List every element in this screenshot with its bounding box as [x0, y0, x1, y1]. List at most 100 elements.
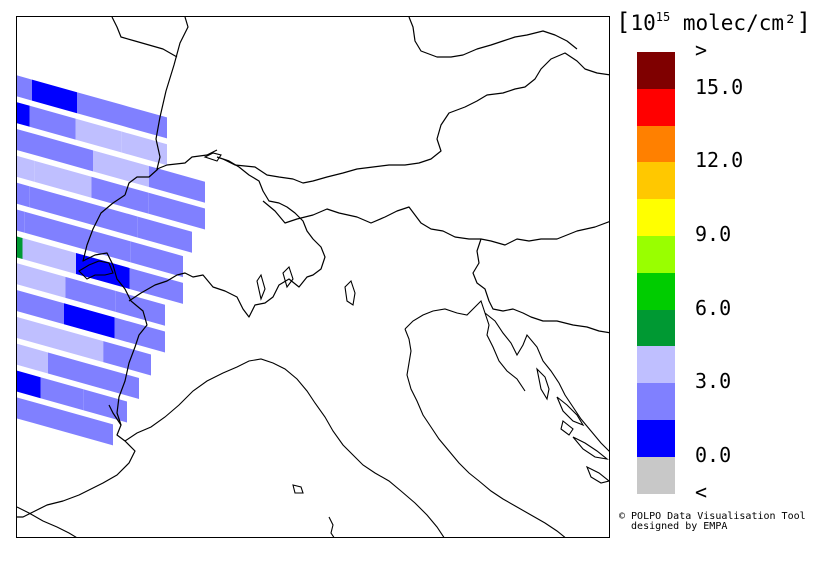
legend-swatch — [637, 309, 675, 347]
legend-tick-label: > — [695, 38, 708, 62]
swath-pixel — [64, 303, 115, 339]
legend-unit-rest: molec/cm² — [682, 11, 797, 35]
swath-pixel — [24, 211, 78, 248]
map-svg — [17, 17, 609, 537]
swath-pixel — [121, 131, 167, 166]
swath-pixel — [65, 276, 116, 312]
legend-swatch — [637, 199, 675, 236]
swath-pixel — [29, 105, 76, 140]
swath-pixel — [17, 290, 64, 325]
legend-swatch — [637, 235, 675, 273]
border-germany-austria — [222, 52, 609, 184]
legend-color-bar — [637, 52, 675, 494]
islands-dalmatia-1 — [536, 367, 550, 401]
coast-istria — [484, 312, 609, 452]
coastlines — [17, 152, 609, 537]
coast-venice — [404, 299, 526, 392]
border-france-swiss — [17, 194, 148, 518]
swath-pixel — [130, 241, 183, 278]
legend-unit-base: 10 — [630, 11, 656, 35]
swath-pixel — [29, 186, 84, 223]
legend-bracket-close: ] — [796, 8, 812, 36]
credit-text: © POLPO Data Visualisation Tool designed… — [619, 512, 806, 532]
swath-pixel — [149, 166, 205, 203]
border-austria-italy — [262, 200, 609, 246]
lake-garda — [344, 279, 356, 306]
legend-tick-label: 15.0 — [695, 74, 744, 99]
legend-tick-label: 6.0 — [695, 295, 732, 320]
lake-como — [282, 265, 294, 289]
swath-pixel — [55, 327, 104, 363]
swath-pixel — [83, 201, 138, 238]
credit-line-1: © POLPO Data Visualisation Tool — [619, 511, 806, 522]
lake-constance — [203, 152, 222, 162]
swath-pixel — [40, 377, 84, 411]
lake-maggiore — [256, 273, 266, 301]
swath-pixel — [72, 413, 113, 446]
border-swiss-south — [128, 156, 326, 318]
legend-tick-label: < — [695, 479, 708, 504]
coast-france-south — [17, 506, 77, 537]
legend-swatch — [637, 88, 675, 126]
legend-tick-label: 0.0 — [695, 442, 732, 467]
legend-swatch — [637, 52, 675, 89]
swath-pixel — [75, 118, 122, 153]
swath-pixel — [17, 155, 35, 182]
swath-pixel — [17, 397, 32, 423]
swath-pixel — [129, 267, 183, 304]
swath-pixel — [17, 182, 30, 208]
border-slovenia — [472, 238, 609, 334]
swath-pixel — [37, 134, 93, 172]
legend-swatch — [637, 419, 675, 457]
credit-line-2: designed by EMPA — [619, 521, 728, 532]
lake-geneva — [78, 260, 114, 280]
swath-pixel — [77, 92, 122, 126]
satellite-strips-layer — [17, 75, 205, 446]
swath-pixel — [137, 216, 192, 253]
swath-pixel — [17, 209, 25, 233]
swath-pixel — [91, 176, 149, 214]
islands-dalmatia-3 — [572, 436, 609, 460]
islands-dalmatia-2 — [556, 396, 585, 427]
swath-pixel — [32, 401, 73, 435]
swath-pixel — [32, 79, 77, 114]
swath-pixel — [22, 237, 76, 274]
coast-corsica — [328, 516, 335, 537]
legend-swatch — [637, 456, 675, 494]
swath-pixel — [76, 252, 130, 289]
legend-swatch — [637, 383, 675, 420]
swath-pixel — [17, 370, 41, 399]
swath-pixel — [17, 129, 37, 156]
swath-pixel — [103, 341, 151, 376]
legend-swatch — [637, 162, 675, 200]
border-luxembourg — [111, 17, 178, 58]
coast-liguria — [124, 358, 445, 537]
map-panel — [16, 16, 610, 538]
border-swiss-north — [124, 168, 159, 196]
legend-unit-title: [1015 molec/cm²] — [616, 8, 811, 36]
legend-tick-label: 9.0 — [695, 222, 732, 246]
swath-pixel — [122, 104, 167, 139]
swath-pixel — [48, 352, 94, 387]
island-elba — [292, 484, 304, 494]
legend-unit-exponent: 15 — [655, 10, 671, 24]
swath-pixel — [17, 102, 30, 127]
coast-adriatic-west — [404, 328, 566, 537]
islands-dalmatia-4 — [585, 465, 609, 484]
border-monaco-france-italy — [108, 404, 122, 426]
legend-swatch — [637, 346, 675, 384]
swath-pixel — [17, 343, 48, 374]
swath-pixel — [34, 160, 92, 198]
legend-tick-label: 3.0 — [695, 369, 732, 394]
legend-bracket-open: [ — [616, 8, 631, 36]
legend-swatch — [637, 125, 675, 163]
swath-pixel — [93, 365, 139, 399]
country-borders — [17, 17, 609, 518]
legend-tick-label: 12.0 — [695, 148, 744, 173]
islands-dalmatia-5 — [560, 420, 574, 436]
legend-swatch — [637, 272, 675, 310]
border-germany-east — [408, 17, 578, 58]
swath-pixel — [17, 316, 56, 349]
swath-pixel — [17, 75, 32, 101]
swath-pixel — [17, 236, 23, 259]
